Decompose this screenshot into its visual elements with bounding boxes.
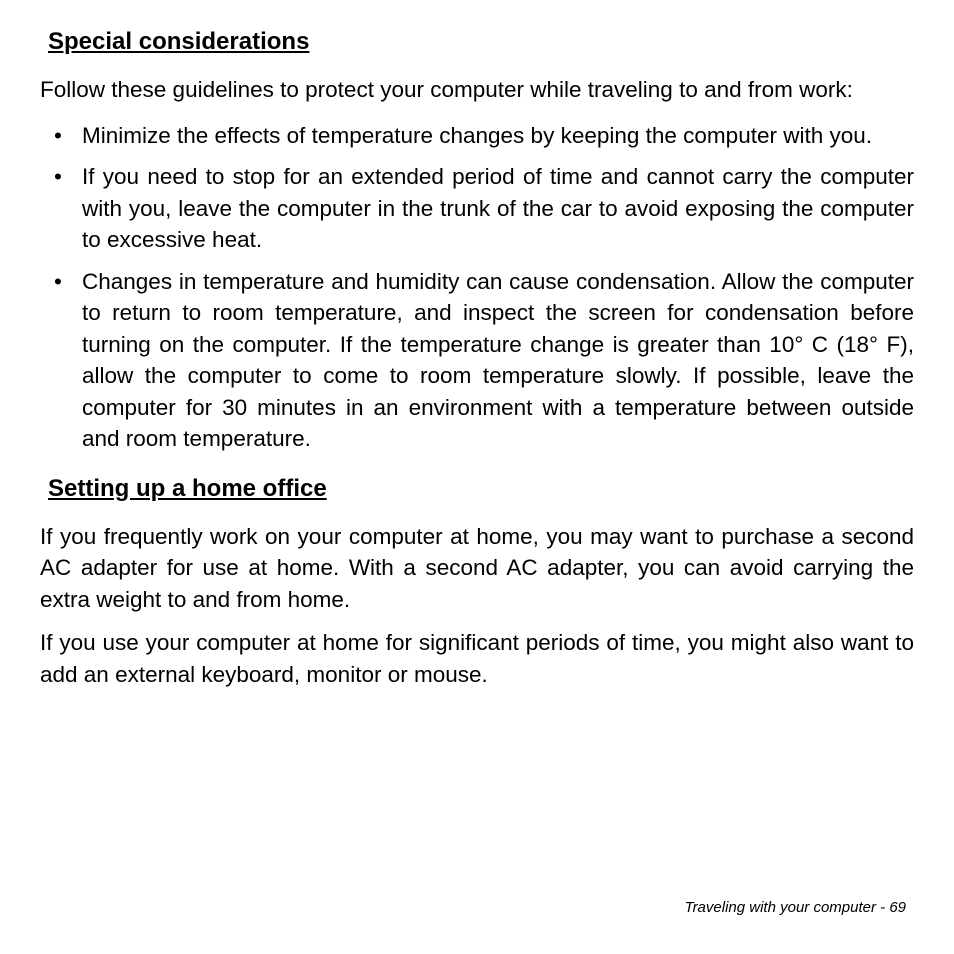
guidelines-list: Minimize the effects of temperature chan… <box>40 120 914 455</box>
section-heading-home-office: Setting up a home office <box>48 475 914 503</box>
section2-para1: If you frequently work on your computer … <box>40 521 914 616</box>
section1-intro: Follow these guidelines to protect your … <box>40 74 914 106</box>
list-item: Minimize the effects of temperature chan… <box>40 120 914 152</box>
list-item: If you need to stop for an extended peri… <box>40 161 914 256</box>
list-item: Changes in temperature and humidity can … <box>40 266 914 455</box>
section-heading-special: Special considerations <box>48 28 914 56</box>
footer-text: Traveling with your computer - <box>685 899 890 916</box>
footer-page-number: 69 <box>889 899 906 916</box>
page-footer: Traveling with your computer - 69 <box>685 899 906 916</box>
section2-para2: If you use your computer at home for sig… <box>40 627 914 690</box>
